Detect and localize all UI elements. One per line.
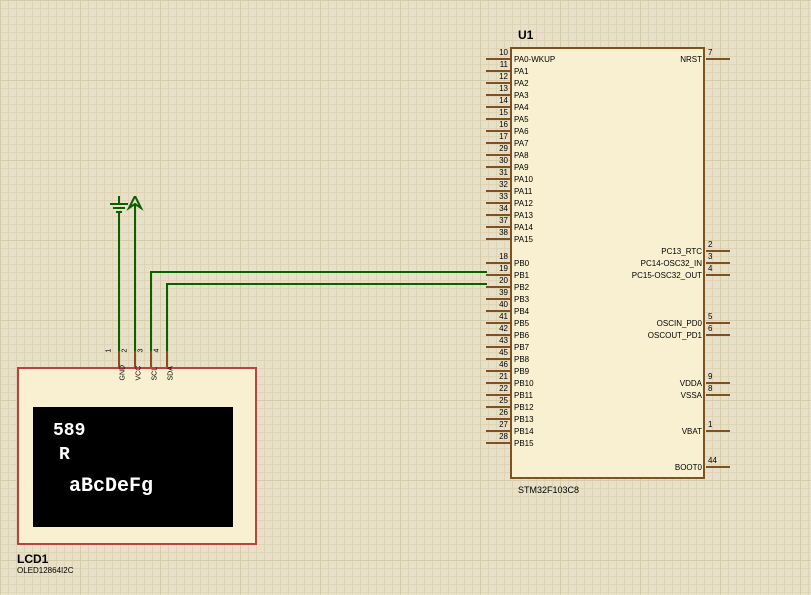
chip-pin-pa5[interactable]: 15PA5 xyxy=(486,113,533,125)
wire-sda-v xyxy=(166,283,168,351)
lcd-pin-sda[interactable]: 4SDA xyxy=(161,351,173,367)
lcd-text-line2: R xyxy=(59,445,225,465)
chip-pin-pb10[interactable]: 21PB10 xyxy=(486,377,538,389)
lcd-text-line1: 589 xyxy=(53,421,225,441)
chip-pin-pb15[interactable]: 28PB15 xyxy=(486,437,538,449)
chip-part-number: STM32F103C8 xyxy=(518,485,579,495)
lcd-part-number: OLED12864I2C xyxy=(17,566,73,575)
chip-pin-pa14[interactable]: 37PA14 xyxy=(486,221,537,233)
chip-pin-pb5[interactable]: 41PB5 xyxy=(486,317,533,329)
chip-pin-pa13[interactable]: 34PA13 xyxy=(486,209,537,221)
chip-pin-pc15-osc32_out[interactable]: 4PC15-OSC32_OUT xyxy=(600,269,730,281)
wire-gnd xyxy=(118,213,120,351)
chip-reference: U1 xyxy=(518,28,533,42)
chip-pin-pa9[interactable]: 30PA9 xyxy=(486,161,533,173)
chip-pin-pa3[interactable]: 13PA3 xyxy=(486,89,533,101)
chip-pin-pa11[interactable]: 32PA11 xyxy=(486,185,536,197)
chip-pin-pb13[interactable]: 26PB13 xyxy=(486,413,538,425)
lcd-pin-scl[interactable]: 3SCL xyxy=(145,351,157,367)
lcd-display-screen: 589 R aBcDeFg xyxy=(33,407,233,527)
chip-pin-vssa[interactable]: 8VSSA xyxy=(600,389,730,401)
chip-pin-pb4[interactable]: 40PB4 xyxy=(486,305,533,317)
lcd-pin-vcc[interactable]: 2VCC xyxy=(129,351,141,367)
chip-pin-vbat[interactable]: 1VBAT xyxy=(600,425,730,437)
vcc-arrow xyxy=(126,196,144,214)
chip-pin-pb14[interactable]: 27PB14 xyxy=(486,425,538,437)
chip-pin-pb0[interactable]: 18PB0 xyxy=(486,257,533,269)
chip-pin-pa7[interactable]: 17PA7 xyxy=(486,137,533,149)
chip-pin-pa8[interactable]: 29PA8 xyxy=(486,149,533,161)
chip-pin-pa2[interactable]: 12PA2 xyxy=(486,77,533,89)
chip-pin-pb11[interactable]: 22PB11 xyxy=(486,389,537,401)
chip-pin-pa0-wkup[interactable]: 10PA0-WKUP xyxy=(486,53,559,65)
chip-pin-pb8[interactable]: 45PB8 xyxy=(486,353,533,365)
chip-pin-pb3[interactable]: 39PB3 xyxy=(486,293,533,305)
chip-pin-pa15[interactable]: 38PA15 xyxy=(486,233,537,245)
chip-pin-pb1[interactable]: 19PB1 xyxy=(486,269,533,281)
wire-vcc xyxy=(134,213,136,351)
wire-sda-h xyxy=(166,283,487,285)
wire-scl-h xyxy=(150,271,487,273)
chip-pin-pb6[interactable]: 42PB6 xyxy=(486,329,533,341)
chip-pin-pa4[interactable]: 14PA4 xyxy=(486,101,533,113)
chip-pin-pa1[interactable]: 11PA1 xyxy=(486,65,533,77)
chip-pin-pa10[interactable]: 31PA10 xyxy=(486,173,537,185)
lcd-reference: LCD1 xyxy=(17,552,48,566)
chip-pin-pa6[interactable]: 16PA6 xyxy=(486,125,533,137)
chip-pin-pa12[interactable]: 33PA12 xyxy=(486,197,537,209)
wire-scl-v xyxy=(150,271,152,351)
lcd-pin-gnd[interactable]: 1GND xyxy=(113,351,125,367)
chip-pin-pb2[interactable]: 20PB2 xyxy=(486,281,533,293)
lcd-text-line3: aBcDeFg xyxy=(69,475,225,498)
chip-pin-nrst[interactable]: 7NRST xyxy=(600,53,730,65)
chip-pin-boot0[interactable]: 44BOOT0 xyxy=(600,461,730,473)
chip-pin-pb7[interactable]: 43PB7 xyxy=(486,341,533,353)
chip-pin-oscout_pd1[interactable]: 6OSCOUT_PD1 xyxy=(600,329,730,341)
chip-pin-pb12[interactable]: 25PB12 xyxy=(486,401,538,413)
chip-pin-pb9[interactable]: 46PB9 xyxy=(486,365,533,377)
